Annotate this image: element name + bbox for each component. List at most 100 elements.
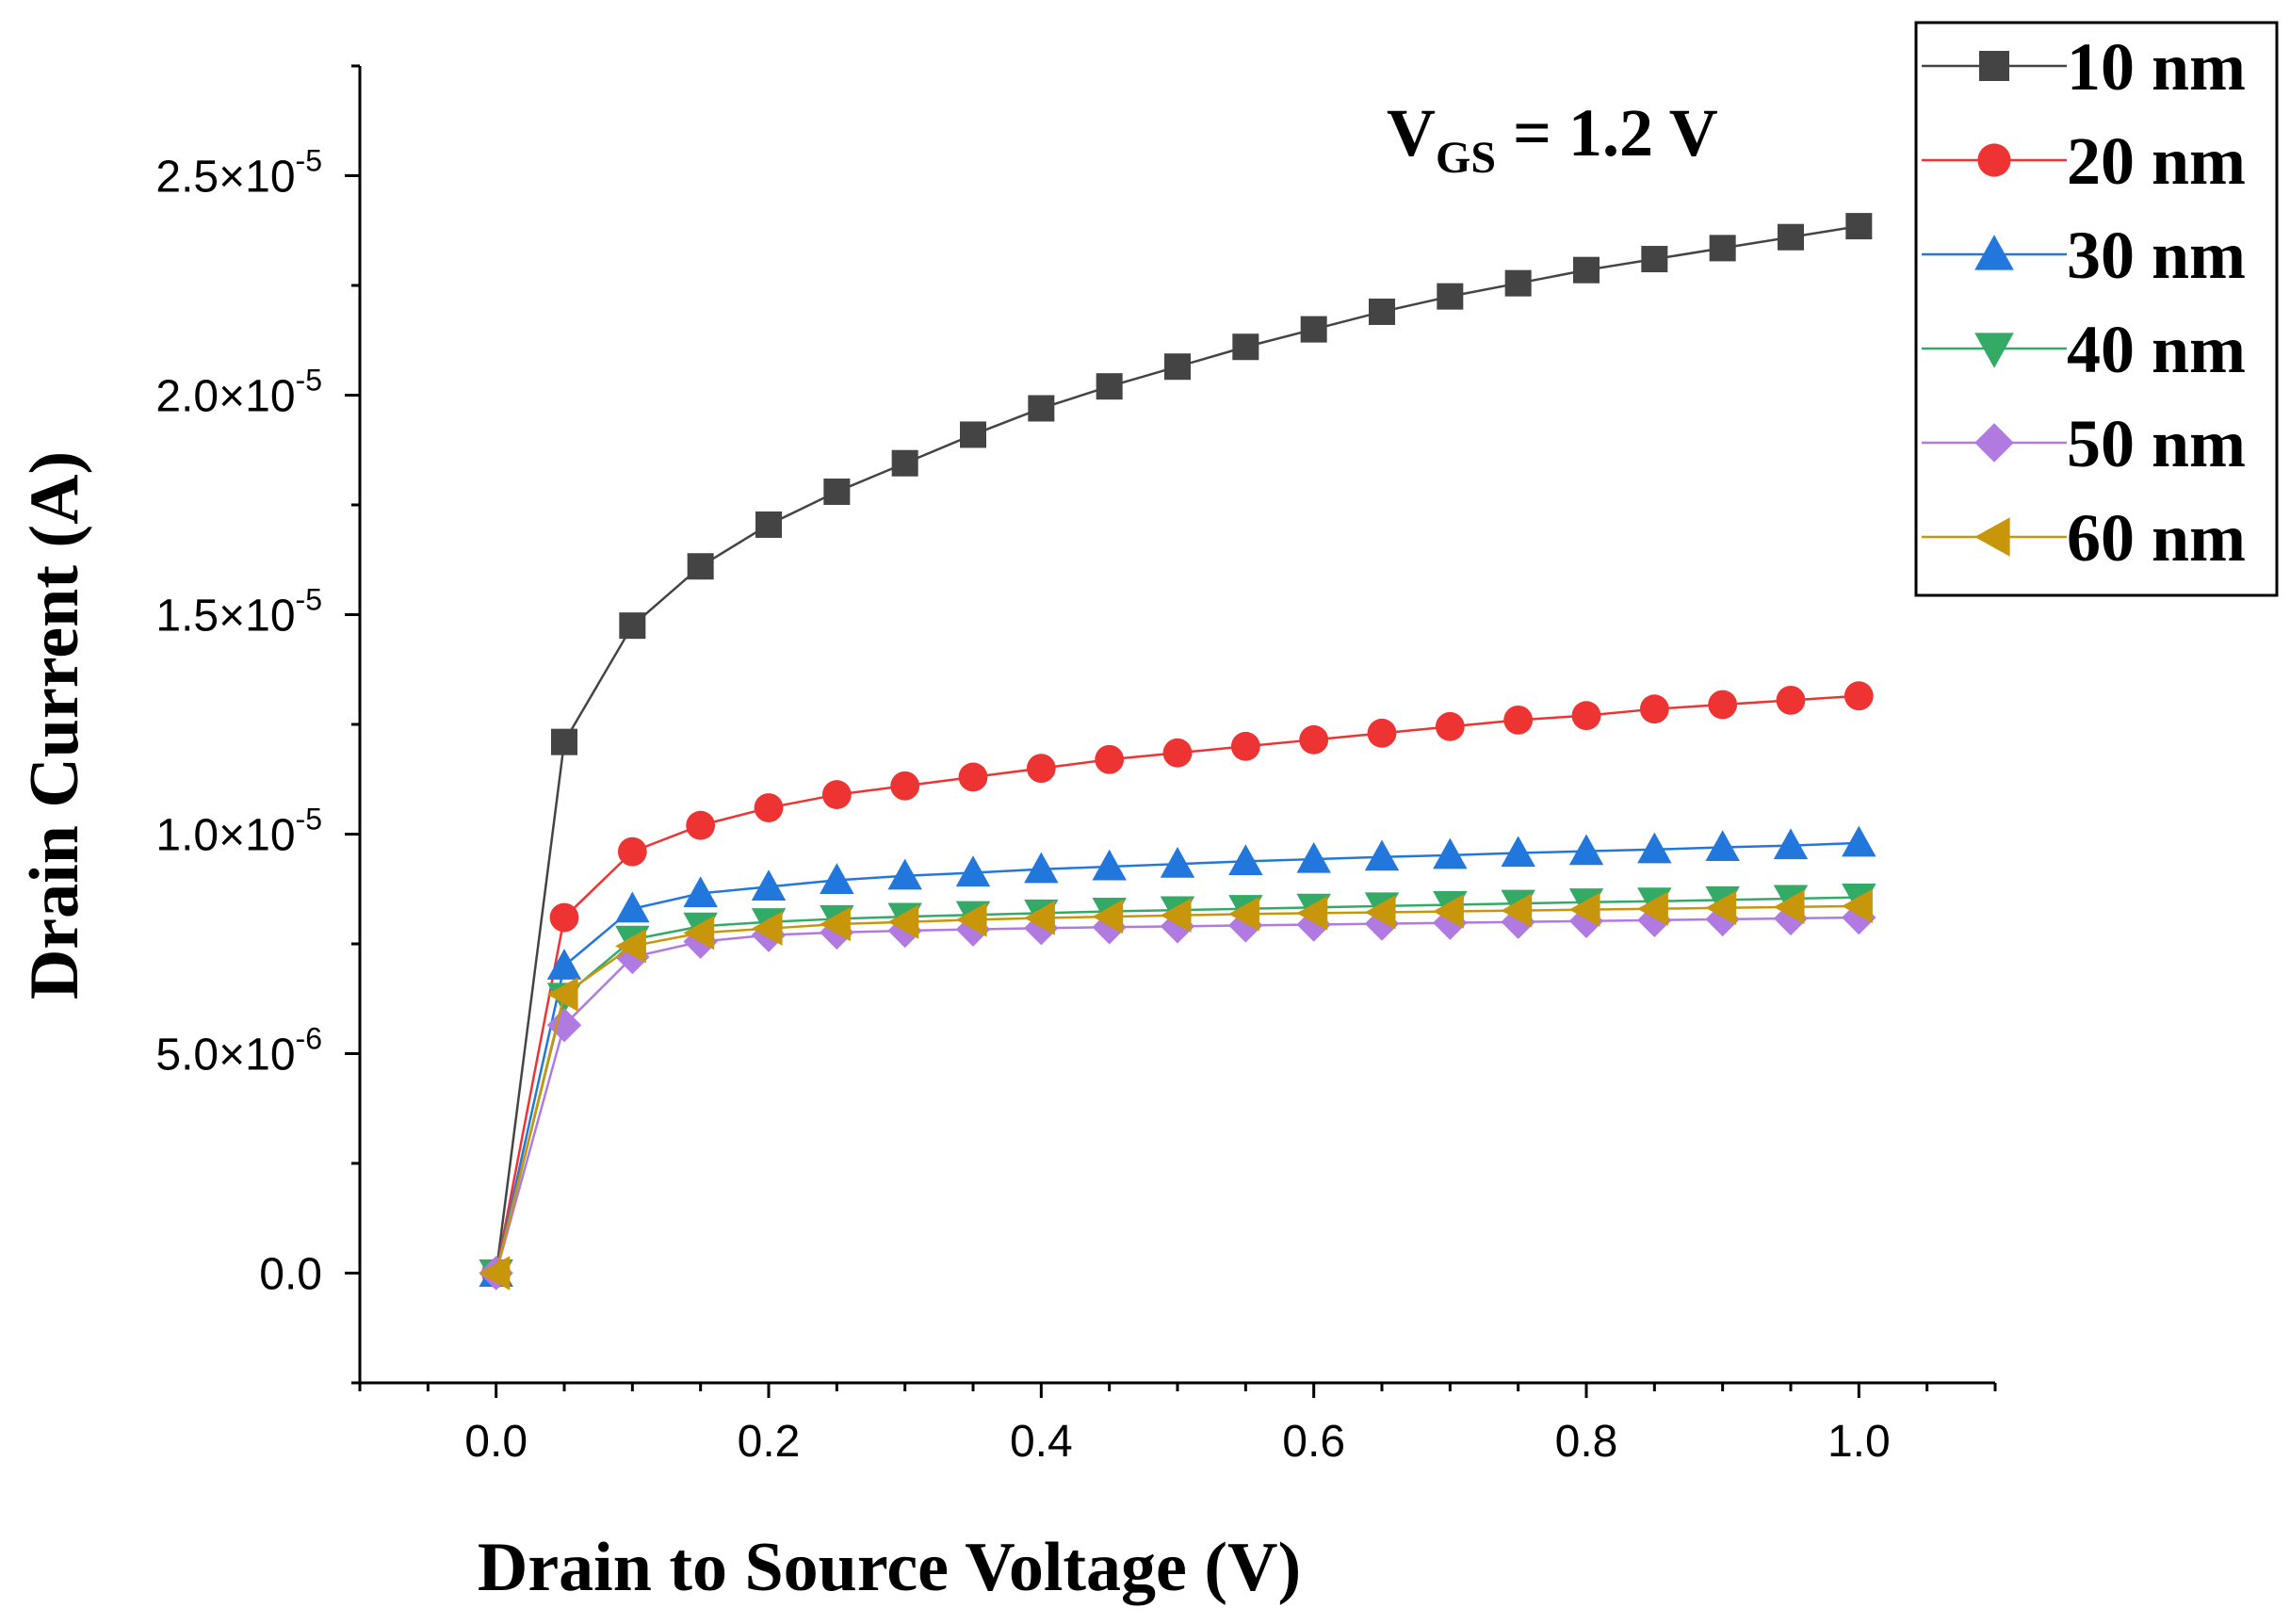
legend-label: 40 nm (2067, 312, 2246, 387)
data-point (1568, 834, 1604, 866)
y-tick-mantissa: 5.0×10 (155, 1031, 295, 1080)
x-tick-label: 0.4 (1010, 1417, 1073, 1467)
data-point (887, 858, 922, 890)
data-point (1709, 235, 1736, 262)
legend-label: 20 nm (2067, 123, 2246, 199)
data-point (615, 929, 646, 964)
legend-box (1914, 21, 2279, 597)
data-point (1024, 901, 1055, 935)
data-point (1843, 681, 1874, 711)
data-point (751, 869, 787, 901)
data-point (1092, 899, 1124, 934)
data-point (619, 612, 646, 640)
legend-marker (1974, 235, 2014, 270)
data-point (820, 906, 851, 942)
data-point (1773, 889, 1805, 925)
y-tick-mantissa: 1.5×10 (155, 592, 295, 641)
data-point (960, 421, 986, 448)
x-tick-label: 0.0 (464, 1417, 528, 1467)
data-point (1096, 373, 1123, 400)
data-point (1433, 837, 1468, 869)
legend-label: 60 nm (2067, 500, 2246, 576)
data-point (1637, 902, 1672, 938)
data-point (887, 904, 919, 939)
data-point (1773, 901, 1809, 936)
y-tick-mantissa: 2.0×10 (155, 372, 295, 422)
data-point (1300, 316, 1327, 343)
data-point (1230, 731, 1260, 761)
data-point (1571, 701, 1601, 731)
y-tick-label: 2.0×10-5 (155, 364, 322, 422)
data-point (1501, 836, 1535, 868)
data-point (755, 511, 782, 538)
y-tick-label: 1.0×10-5 (155, 803, 322, 861)
y-tick-exponent: -5 (296, 803, 322, 836)
x-tick-label: 0.2 (738, 1417, 801, 1467)
data-point (1092, 849, 1127, 881)
data-point (891, 449, 918, 477)
data-point (1641, 246, 1668, 273)
data-point (1778, 223, 1804, 251)
data-point (955, 912, 991, 947)
x-tick-label: 0.6 (1282, 1417, 1345, 1467)
data-point (1637, 891, 1668, 926)
data-point (546, 1008, 582, 1043)
y-tick-exponent: -5 (296, 144, 322, 178)
data-point (1842, 888, 1873, 924)
data-point (1024, 852, 1059, 884)
data-point (1160, 898, 1192, 933)
data-point (1845, 213, 1873, 240)
data-point (955, 902, 987, 937)
legend-marker (1974, 423, 2014, 463)
y-tick-label: 2.5×10-5 (155, 144, 322, 203)
y-tick-mantissa: 2.5×10 (155, 153, 295, 203)
data-point (751, 911, 783, 946)
y-tick-mantissa: 0.0 (259, 1250, 322, 1300)
data-point (823, 479, 851, 506)
data-point (1568, 903, 1604, 938)
y-tick-exponent: -5 (296, 364, 322, 398)
axes: 0.0 0.2 0.4 0.6 0.8 1.0 0.0 5.0×10-6 1.0×10-5 1.5… (155, 64, 1997, 1467)
y-tick-label: 5.0×10-6 (155, 1022, 322, 1080)
data-point (551, 728, 577, 755)
data-point (1433, 894, 1464, 929)
legend-marker (1974, 333, 2014, 368)
series-50-nm (479, 900, 1876, 1291)
vgs-annotation-sub: GS (1436, 133, 1496, 183)
data-point (1776, 685, 1806, 715)
series-line (495, 916, 1860, 1274)
data-point (1026, 754, 1056, 783)
vgs-annotation: VGS = 1.2 V (1387, 95, 1718, 183)
vgs-annotation-main: V (1387, 95, 1436, 171)
data-point (1433, 905, 1468, 940)
data-point (1708, 690, 1738, 720)
legend-label: 10 nm (2067, 29, 2246, 105)
x-tick-label: 1.0 (1827, 1417, 1891, 1467)
y-tick-exponent: -6 (296, 1022, 322, 1056)
data-point (1364, 895, 1396, 930)
data-point (958, 762, 988, 792)
data-point (1296, 841, 1331, 873)
legend-label: 50 nm (2067, 406, 2246, 481)
data-point (754, 793, 784, 822)
x-tick-label: 0.8 (1555, 1417, 1618, 1467)
data-point (1162, 738, 1193, 768)
data-point (617, 836, 647, 867)
data-point (1639, 694, 1669, 724)
legend-marker (1977, 143, 2011, 177)
data-point (683, 876, 718, 907)
y-tick-exponent: -5 (296, 583, 322, 617)
data-point (1705, 830, 1740, 862)
series-marks (479, 213, 1876, 1291)
data-point (1573, 256, 1600, 284)
legend-item: 10 nm (1922, 29, 2246, 105)
data-point (1773, 828, 1809, 860)
legend-item: 50 nm (1922, 406, 2246, 481)
data-point (1705, 901, 1740, 937)
data-point (1164, 353, 1191, 381)
legend: 10 nm 20 nm 30 nm 40 nm 50 nm 60 nm (1914, 21, 2279, 597)
data-point (1369, 298, 1395, 325)
data-point (687, 553, 714, 580)
data-point (1637, 832, 1672, 864)
data-point (546, 977, 578, 1012)
